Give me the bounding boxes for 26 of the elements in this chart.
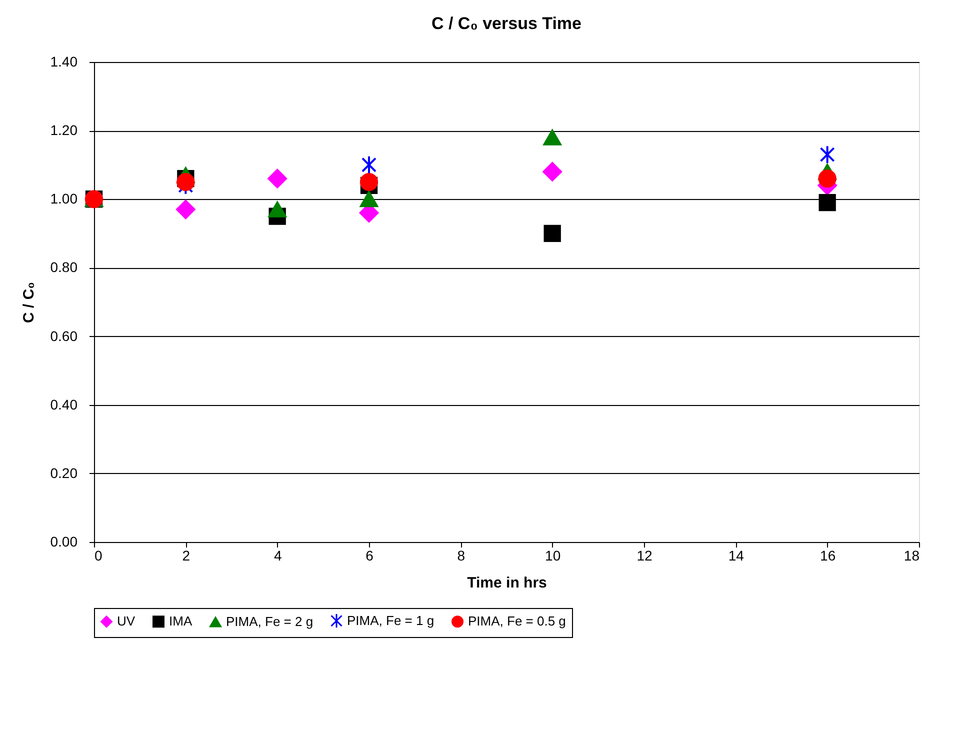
y-tick-label: 1.40 bbox=[50, 54, 78, 70]
x-tick-label: 8 bbox=[457, 548, 466, 564]
x-tick-label: 10 bbox=[545, 548, 561, 564]
x-tick-label: 16 bbox=[820, 548, 836, 564]
y-axis-title: C / C₀ bbox=[20, 282, 38, 323]
legend-label: UV bbox=[117, 614, 136, 629]
x-tick-label: 6 bbox=[366, 548, 374, 564]
x-tick-label: 4 bbox=[274, 548, 282, 564]
x-axis-title: Time in hrs bbox=[467, 574, 547, 592]
legend-label: PIMA, Fe = 2 g bbox=[226, 614, 314, 629]
y-tick-label: 0.40 bbox=[50, 396, 78, 412]
y-tick-label: 1.20 bbox=[50, 122, 78, 138]
legend-label: PIMA, Fe = 0.5 g bbox=[468, 614, 566, 629]
y-tick-label: 0.80 bbox=[50, 259, 78, 276]
y-tick-label: 0.20 bbox=[50, 464, 78, 481]
x-tick-label: 2 bbox=[182, 548, 190, 564]
y-tick-label: 0.00 bbox=[50, 534, 78, 550]
y-tick-label: 0.60 bbox=[50, 328, 78, 344]
chart-title: C / C₀ versus Time bbox=[431, 14, 582, 33]
y-tick-label: 1.00 bbox=[50, 190, 78, 207]
x-tick-label: 12 bbox=[636, 548, 652, 564]
x-tick-label: 14 bbox=[728, 548, 744, 564]
x-tick-label: 18 bbox=[904, 548, 920, 564]
legend-label: IMA bbox=[169, 614, 192, 629]
x-tick-label: 0 bbox=[94, 548, 102, 564]
legend-label: PIMA, Fe = 1 g bbox=[347, 612, 434, 628]
